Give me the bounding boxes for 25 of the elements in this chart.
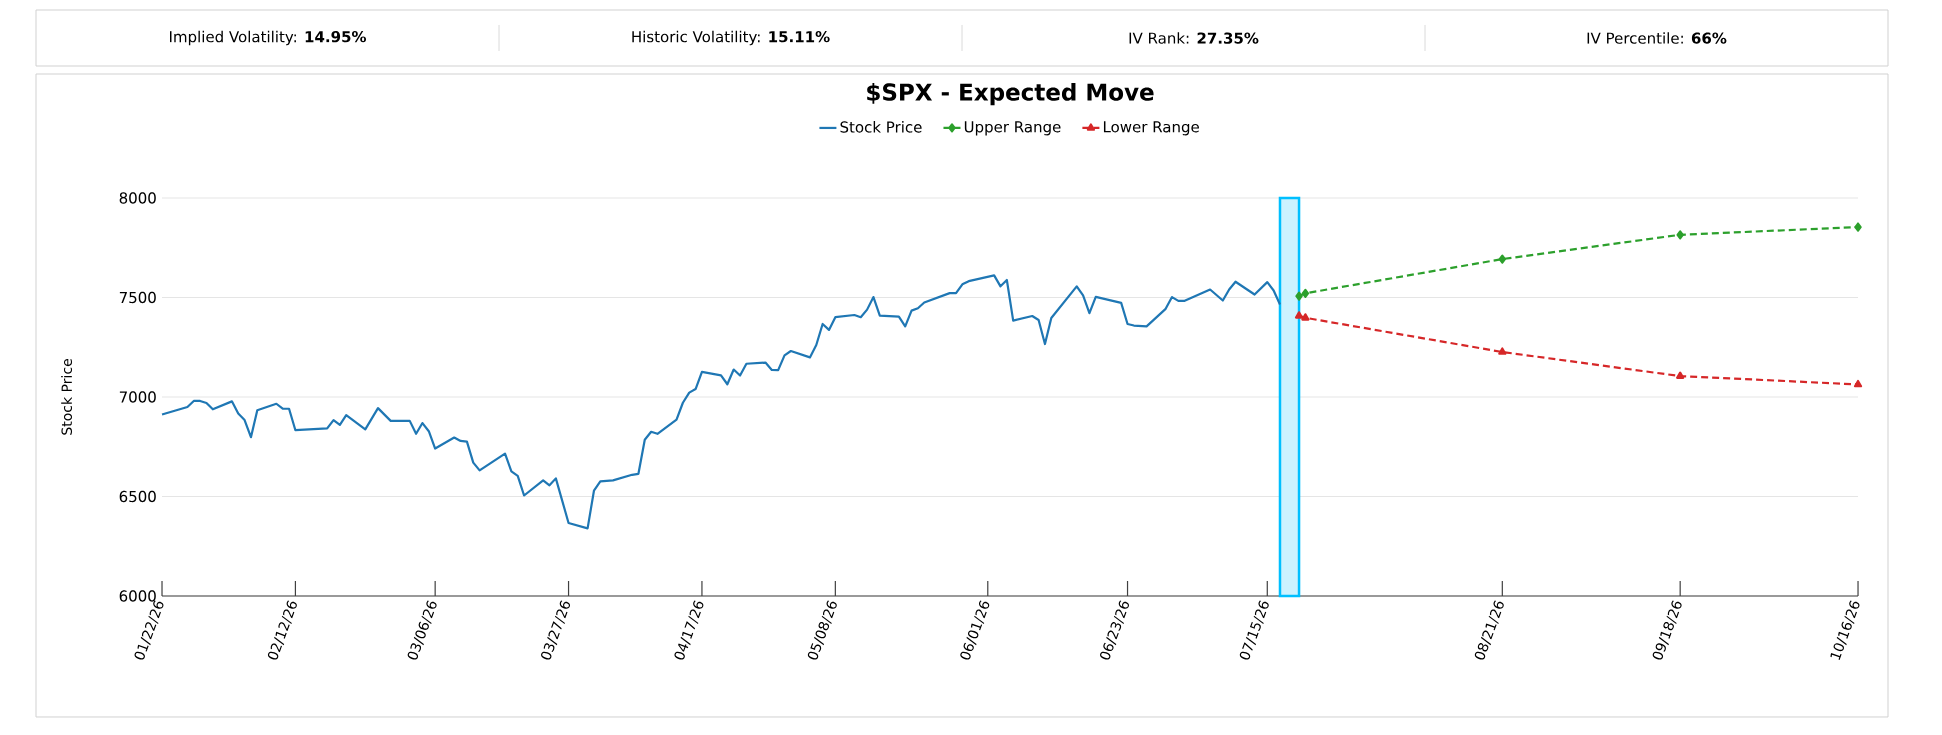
y-tick-label: 7500 [119,291,156,304]
chart-title: $SPX - Expected Move [867,82,1154,106]
point [1301,288,1310,298]
y-axis-title: Stock Price [61,359,73,435]
text: Historic Volatility: 15.11% [632,30,830,46]
text: Implied Volatility: 14.95% [169,30,367,46]
y-tick-label: 6000 [119,590,156,602]
point [1301,313,1310,321]
point [1498,254,1507,264]
point [1676,230,1684,240]
legend-label: Lower Range [1103,121,1199,136]
legend-label: Stock Price [840,121,922,133]
legend-label: Upper Range [964,121,1061,136]
y-tick-label: 6500 [119,490,156,503]
point [1854,222,1862,232]
point [1498,347,1507,355]
text: IV Percentile: 66% [1587,32,1727,44]
point [1676,371,1685,379]
y-tick-label: 7000 [119,391,156,403]
text: IV Rank: 27.35% [1129,32,1259,44]
point [1853,379,1863,388]
line-series [160,274,1282,530]
point [1294,311,1304,319]
y-tick-label: 8000 [119,192,156,204]
point [1295,291,1303,301]
